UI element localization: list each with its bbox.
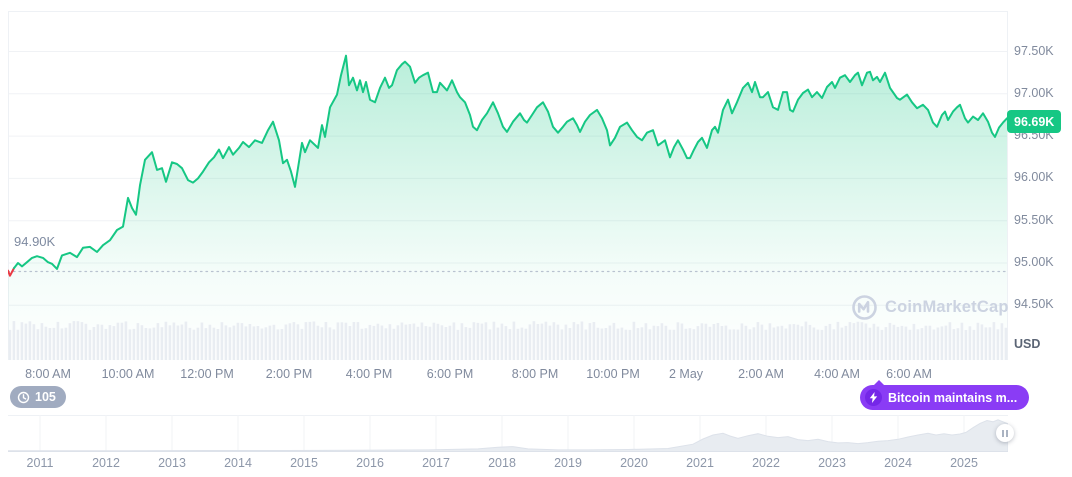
y-axis-tick: 94.50K [1014,297,1054,311]
year-tick: 2013 [158,456,186,470]
year-tick: 2017 [422,456,450,470]
year-tick: 2023 [818,456,846,470]
x-axis-tick: 4:00 AM [814,367,860,381]
y-axis-tick: 95.00K [1014,255,1054,269]
history-clock-icon [17,391,30,404]
coinmarketcap-logo-icon [851,294,878,321]
events-count-pill[interactable]: 105 [10,386,66,408]
y-axis-tick: 95.50K [1014,213,1054,227]
lightning-icon [865,389,882,406]
y-axis-tick: 96.00K [1014,170,1054,184]
year-tick: 2018 [488,456,516,470]
year-tick: 2016 [356,456,384,470]
price-axis-unit: USD [1014,337,1041,351]
year-tick: 2019 [554,456,582,470]
x-axis-tick: 6:00 PM [426,367,474,381]
navigator-handle-icon[interactable] [996,424,1014,442]
year-tick: 2012 [92,456,120,470]
current-price-badge: 96.69K [1007,110,1062,133]
x-axis-tick: 12:00 PM [180,367,234,381]
y-axis-tick: 97.50K [1014,44,1054,58]
y-axis-tick: 97.00K [1014,86,1054,100]
x-axis-tick: 4:00 PM [345,367,393,381]
timeline-navigator[interactable] [8,415,1008,452]
news-annotation-pill[interactable]: Bitcoin maintains m... [860,380,1030,410]
year-tick: 2020 [620,456,648,470]
news-annotation-label: Bitcoin maintains m... [888,390,1018,405]
coinmarketcap-watermark: CoinMarketCap [851,294,1009,321]
x-axis-tick: 2:00 AM [738,367,784,381]
year-tick: 2025 [950,456,978,470]
events-count: 105 [35,390,56,404]
x-axis-tick: 10:00 PM [586,367,640,381]
year-tick: 2014 [224,456,252,470]
x-axis-tick: 8:00 PM [511,367,559,381]
year-tick: 2022 [752,456,780,470]
x-axis-tick: 2 May [668,367,704,381]
year-tick: 2024 [884,456,912,470]
watermark-text: CoinMarketCap [885,298,1009,316]
x-axis-tick: 8:00 AM [25,367,71,381]
x-axis-tick: 6:00 AM [886,367,932,381]
x-axis-tick: 2:00 PM [265,367,313,381]
x-axis-tick: 10:00 AM [101,367,155,381]
year-tick: 2011 [26,456,54,470]
year-tick: 2015 [290,456,318,470]
price-chart-canvas[interactable] [8,11,1008,360]
open-price-label: 94.90K [14,234,56,249]
year-tick: 2021 [686,456,714,470]
